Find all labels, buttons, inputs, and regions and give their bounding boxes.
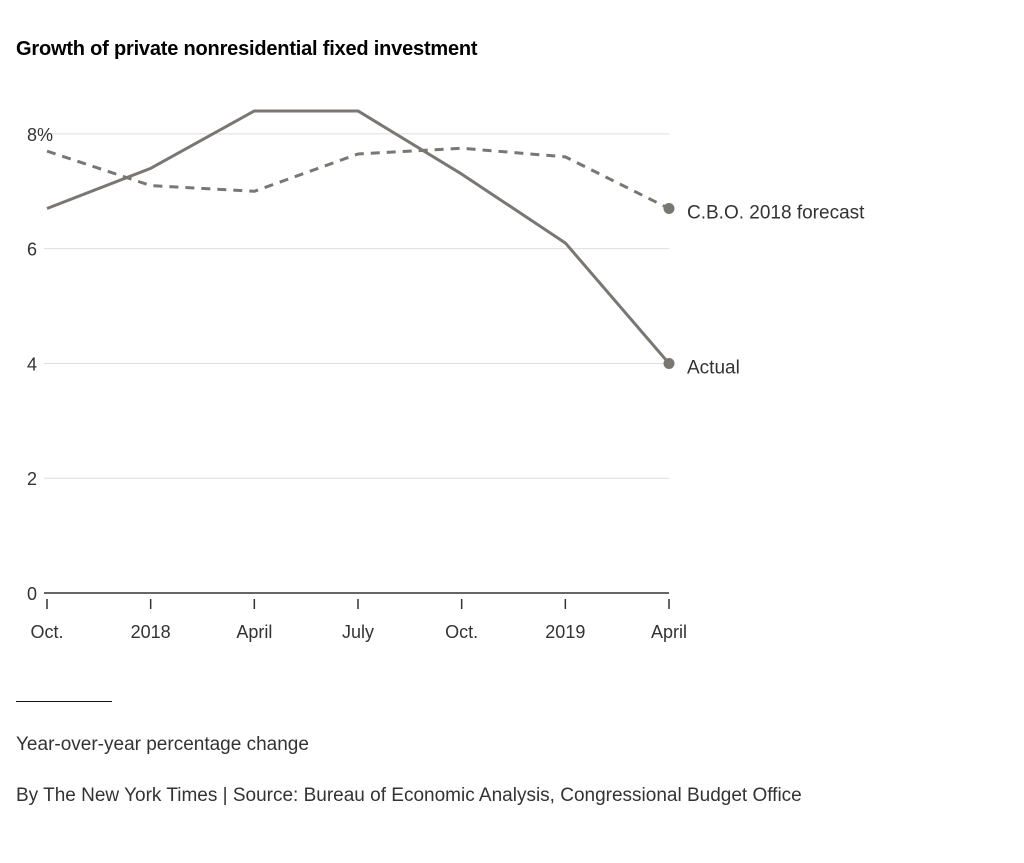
- chart-title: Growth of private nonresidential fixed i…: [16, 38, 478, 60]
- x-tick-label: Oct.: [30, 622, 63, 642]
- y-tick-label: 2: [27, 469, 37, 489]
- y-tick-label: 8%: [27, 125, 53, 145]
- series-label: C.B.O. 2018 forecast: [687, 203, 865, 224]
- x-tick-label: 2019: [545, 622, 585, 642]
- series-lines: [46, 109, 675, 369]
- x-tick-label: Oct.: [445, 622, 478, 642]
- x-tick-label: April: [651, 622, 687, 642]
- series-end-point: [663, 357, 675, 369]
- source-credit: By The New York Times | Source: Bureau o…: [16, 785, 802, 806]
- x-tick-label: April: [236, 622, 272, 642]
- line-chart: 0 2 4 6 8% Oct. 2018 April July Oct. 2019 April Ac…: [27, 109, 865, 642]
- gridlines: [44, 133, 669, 479]
- footnote: Year-over-year percentage change: [16, 734, 309, 755]
- x-tick-label: July: [342, 622, 374, 642]
- y-axis-tick-labels: 0 2 4 6 8%: [27, 125, 53, 604]
- series-line: [46, 146, 670, 210]
- y-tick-label: 0: [27, 584, 37, 604]
- series-labels: Actual C.B.O. 2018 forecast: [687, 203, 865, 379]
- y-tick-label: 6: [27, 240, 37, 260]
- y-tick-label: 4: [27, 354, 37, 374]
- series-end-point: [663, 203, 675, 215]
- x-tick-label: 2018: [131, 622, 171, 642]
- x-axis: Oct. 2018 April July Oct. 2019 April: [30, 592, 687, 642]
- series-label: Actual: [687, 357, 740, 378]
- series-line: [46, 109, 671, 365]
- footer-divider: [16, 701, 112, 702]
